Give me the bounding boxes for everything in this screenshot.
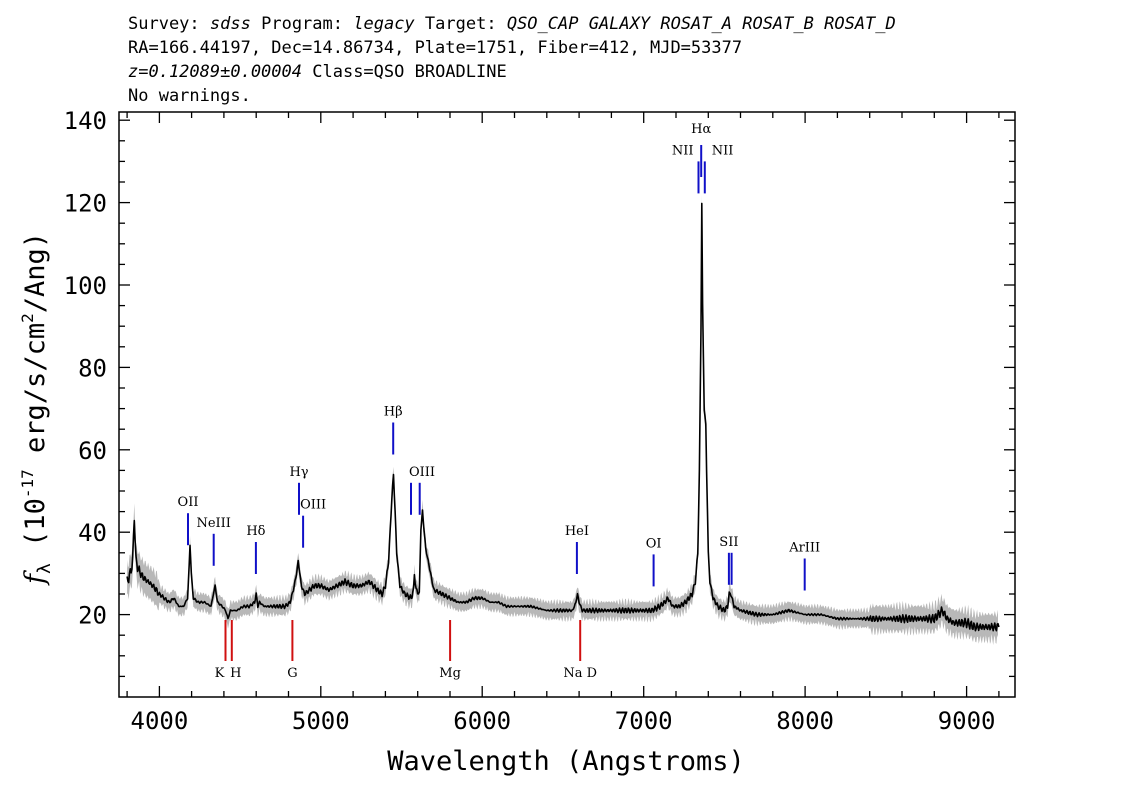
y-axis-label: fλ (10-17 erg/s/cm2/Ang) bbox=[18, 232, 55, 586]
x-tick-label: 9000 bbox=[938, 707, 996, 735]
warnings-text: No warnings. bbox=[128, 86, 251, 106]
emission-line-label: Hβ bbox=[384, 405, 403, 420]
header-line-2: RA=166.44197, Dec=14.86734, Plate=1751, … bbox=[128, 38, 743, 58]
spectrum-header: Survey: sdss Program: legacy Target: QSO… bbox=[128, 12, 896, 108]
y-axis-label-exp1: -17 bbox=[18, 469, 37, 498]
emission-line-label: Hδ bbox=[246, 524, 265, 539]
emission-line-label: ArIII bbox=[788, 541, 820, 556]
target-label: Target: bbox=[424, 14, 497, 34]
absorption-line-label: Na D bbox=[563, 666, 597, 681]
spectrum-line bbox=[126, 202, 1000, 632]
absorption-line-label: K bbox=[215, 666, 225, 681]
class-value: Class=QSO BROADLINE bbox=[312, 62, 507, 82]
y-tick-label: 120 bbox=[64, 190, 107, 218]
axes: 4000 5000 6000 7000 8000 9000 20 40 60 80 100 120 14… bbox=[64, 107, 1016, 735]
survey-value: sdss bbox=[209, 14, 251, 34]
program-value: legacy bbox=[353, 14, 415, 34]
y-tick-label: 140 bbox=[64, 107, 107, 135]
y-axis-label-end: /Ang) bbox=[20, 232, 51, 313]
redshift-value: z=0.12089±0.00004 bbox=[128, 62, 302, 82]
absorption-line-label: H bbox=[230, 666, 241, 681]
y-axis-label-main: (10 bbox=[20, 498, 51, 563]
x-tick-label: 8000 bbox=[776, 707, 834, 735]
emission-line-label: NeIII bbox=[196, 516, 230, 531]
plot-frame bbox=[118, 111, 1016, 698]
y-axis-label-f: f bbox=[20, 570, 51, 586]
y-axis-label-sub: λ bbox=[34, 563, 55, 574]
emission-line-label: OIII bbox=[409, 465, 435, 480]
header-line-3: z=0.12089±0.00004 Class=QSO BROADLINE bbox=[128, 60, 896, 84]
x-tick-label: 7000 bbox=[615, 707, 673, 735]
y-tick-label: 40 bbox=[78, 519, 107, 547]
x-tick-label: 4000 bbox=[131, 707, 189, 735]
x-axis-label: Wavelength (Angstroms) bbox=[387, 746, 745, 777]
error-band bbox=[127, 193, 999, 645]
y-tick-label: 100 bbox=[64, 272, 107, 300]
emission-line-label: NII bbox=[672, 143, 694, 158]
program-label: Program: bbox=[261, 14, 343, 34]
header-line-1: Survey: sdss Program: legacy Target: QSO… bbox=[128, 12, 896, 36]
target-value: QSO_CAP GALAXY ROSAT_A ROSAT_B ROSAT_D bbox=[506, 14, 896, 34]
survey-label: Survey: bbox=[128, 14, 200, 34]
emission-line-label: Hα bbox=[691, 122, 711, 137]
x-tick-label: 6000 bbox=[453, 707, 511, 735]
emission-line-label: OI bbox=[646, 536, 662, 551]
emission-line-label: Hγ bbox=[289, 465, 308, 480]
emission-line-label: SII bbox=[719, 535, 738, 550]
emission-line-label: NII bbox=[712, 143, 734, 158]
emission-line-label: OIII bbox=[300, 498, 326, 513]
y-tick-label: 60 bbox=[78, 437, 107, 465]
y-axis-label-mid: erg/s/cm bbox=[20, 323, 51, 469]
x-tick-label: 5000 bbox=[292, 707, 350, 735]
absorption-line-label: G bbox=[287, 666, 297, 681]
emission-line-label: OII bbox=[178, 495, 199, 510]
y-tick-label: 80 bbox=[78, 354, 107, 382]
y-axis-label-exp2: 2 bbox=[18, 313, 37, 323]
y-tick-label: 20 bbox=[78, 602, 107, 630]
emission-line-label: HeI bbox=[565, 524, 589, 539]
absorption-line-label: Mg bbox=[439, 666, 461, 681]
